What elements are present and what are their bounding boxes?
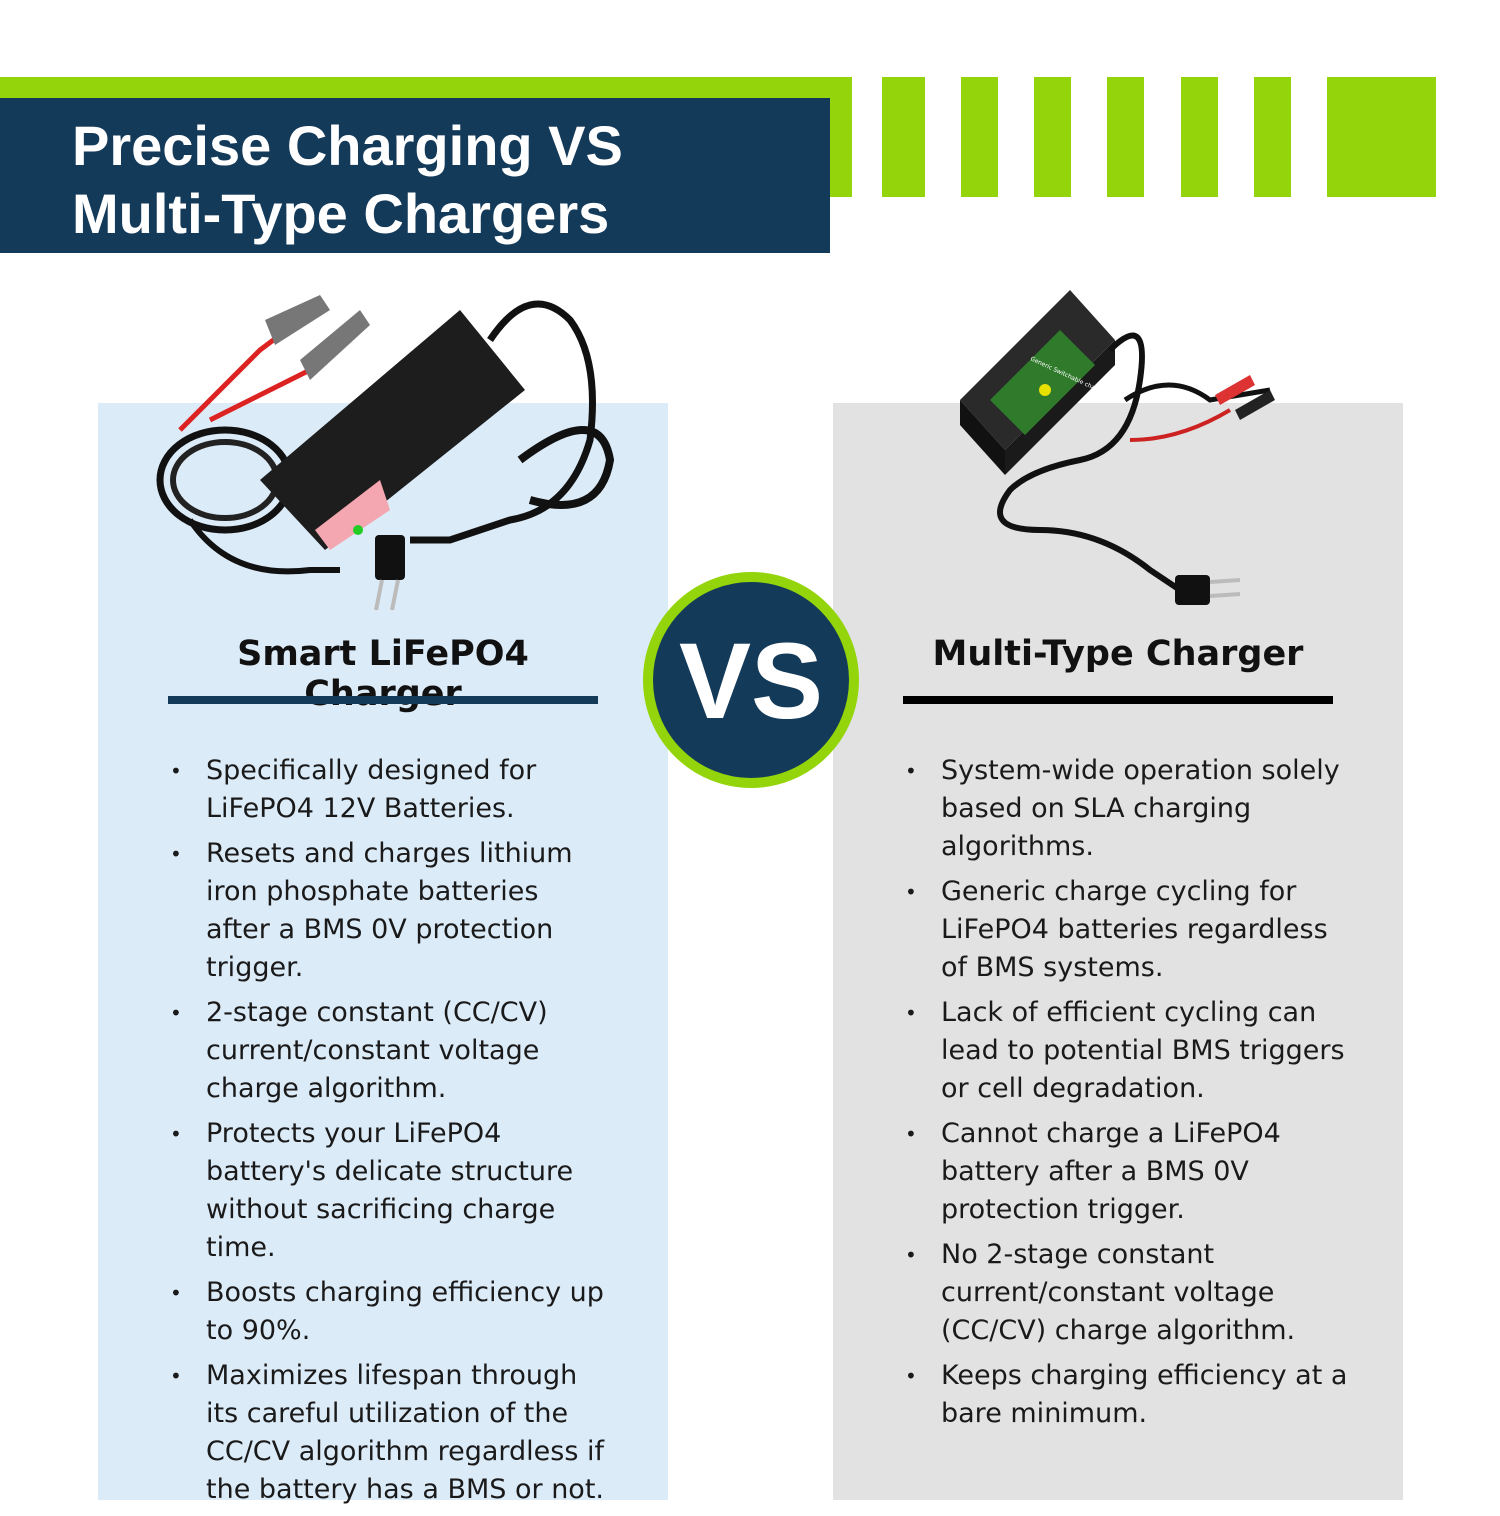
stripe <box>1181 77 1218 197</box>
stripe <box>1254 77 1291 197</box>
page-title: Precise Charging VS Multi-Type Chargers <box>72 112 623 248</box>
vs-badge: VS <box>643 572 859 788</box>
list-item: Protects your LiFePO4 battery's delicate… <box>170 1115 610 1267</box>
stripe <box>1327 77 1436 197</box>
list-item: System-wide operation solely based on SL… <box>905 752 1350 866</box>
list-item: Specifically designed for LiFePO4 12V Ba… <box>170 752 610 828</box>
stripe <box>1034 77 1071 197</box>
list-item: No 2-stage constant current/constant vol… <box>905 1236 1350 1350</box>
list-item: Lack of efficient cycling can lead to po… <box>905 994 1350 1108</box>
list-item: Resets and charges lithium iron phosphat… <box>170 835 610 987</box>
vs-label: VS <box>678 619 824 741</box>
list-item: 2-stage constant (CC/CV) current/constan… <box>170 994 610 1108</box>
list-item: Maximizes lifespan through its careful u… <box>170 1357 610 1509</box>
title-banner <box>0 98 830 253</box>
list-item: Generic charge cycling for LiFePO4 batte… <box>905 873 1350 987</box>
left-heading: Smart LiFePO4 Charger <box>237 634 529 714</box>
right-heading: Multi-Type Charger <box>932 634 1304 674</box>
list-item: Keeps charging efficiency at a bare mini… <box>905 1357 1350 1433</box>
left-heading-rule <box>168 696 598 704</box>
title-line-1: Precise Charging VS <box>72 114 623 177</box>
multi-type-charger-image: Generic Switchable charger <box>960 290 1275 605</box>
left-feature-list: Specifically designed for LiFePO4 12V Ba… <box>170 752 610 1516</box>
list-item: Boosts charging efficiency up to 90%. <box>170 1274 610 1350</box>
title-line-2: Multi-Type Chargers <box>72 182 610 245</box>
stripe <box>1107 77 1144 197</box>
right-heading-rule <box>903 696 1333 704</box>
smart-charger-image <box>156 295 615 611</box>
list-item: Cannot charge a LiFePO4 battery after a … <box>905 1115 1350 1229</box>
stripe <box>961 77 998 197</box>
stripe <box>882 77 925 197</box>
right-feature-list: System-wide operation solely based on SL… <box>905 752 1350 1440</box>
